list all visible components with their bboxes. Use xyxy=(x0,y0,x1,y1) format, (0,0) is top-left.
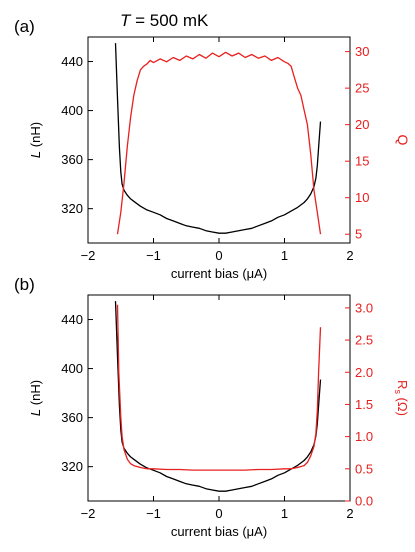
y-tick-label-left: 360 xyxy=(61,410,83,425)
x-tick-label: 2 xyxy=(346,506,353,521)
series-line-left xyxy=(114,301,322,492)
y-tick-label-right: 3.0 xyxy=(355,300,373,315)
x-tick-label: 1 xyxy=(281,506,288,521)
y-tick-label-right: 15 xyxy=(355,154,369,169)
y-tick-label-right: 1.5 xyxy=(355,397,373,412)
y-tick-label-left: 320 xyxy=(61,459,83,474)
y-tick-label-left: 440 xyxy=(61,54,83,69)
y-axis-label-left-b: L (nH) xyxy=(28,380,43,416)
x-tick-label: −1 xyxy=(146,506,161,521)
y-tick-label-right: 2.0 xyxy=(355,365,373,380)
y-ticks-right-a: 5 10 15 20 25 30 xyxy=(345,44,369,242)
y-axis-label-right-a: Q xyxy=(395,135,411,146)
series-line-right xyxy=(116,304,322,471)
x-tick-label: −2 xyxy=(81,248,96,263)
y-ticks-left-a: 320 360 400 440 xyxy=(61,54,93,216)
y-tick-label-right: 1.0 xyxy=(355,429,373,444)
x-tick-label: 0 xyxy=(215,248,222,263)
x-axis-label-b: current bias (μA) xyxy=(171,524,267,539)
y-axis-label-left-a: L (nH) xyxy=(28,122,43,158)
y-tick-label-left: 440 xyxy=(61,312,83,327)
x-ticks-b: −2 −1 0 1 2 xyxy=(81,295,354,521)
plot-frame-a xyxy=(87,36,351,244)
y-tick-label-right: 30 xyxy=(355,44,369,59)
y-tick-label-right: 2.5 xyxy=(355,333,373,348)
y-axis-label-right-b: Rs (Ω) xyxy=(393,380,410,416)
y-tick-label-left: 400 xyxy=(61,361,83,376)
series-group-a xyxy=(114,43,322,235)
y-tick-label-right: 5 xyxy=(355,227,362,242)
x-ticks-a: −2 −1 0 1 2 xyxy=(81,37,354,263)
series-line-right xyxy=(116,51,322,235)
series-line-left xyxy=(114,43,322,234)
y-tick-label-right: 20 xyxy=(355,117,369,132)
y-tick-label-right: 0.0 xyxy=(355,494,373,509)
y-tick-label-left: 400 xyxy=(61,103,83,118)
y-tick-label-right: 25 xyxy=(355,81,369,96)
x-tick-label: −2 xyxy=(81,506,96,521)
panel-b: (b) −2 −1 0 1 2 320 360 400 440 0.0 0.5 1.0 1.5 2.0… xyxy=(14,275,410,539)
x-tick-label: −1 xyxy=(146,248,161,263)
temperature-annotation: T = 500 mK xyxy=(120,11,209,30)
panel-a: (a) T = 500 mK −2 −1 0 1 2 320 360 400 440 5 10 1… xyxy=(14,11,411,281)
panel-label-a: (a) xyxy=(14,17,35,36)
series-group-b xyxy=(114,301,322,492)
x-tick-label: 2 xyxy=(346,248,353,263)
panel-label-b: (b) xyxy=(14,275,35,294)
x-tick-label: 1 xyxy=(281,248,288,263)
y-ticks-left-b: 320 360 400 440 xyxy=(61,312,93,474)
y-tick-label-right: 10 xyxy=(355,190,369,205)
y-tick-label-left: 320 xyxy=(61,201,83,216)
y-tick-label-right: 0.5 xyxy=(355,461,373,476)
y-tick-label-left: 360 xyxy=(61,152,83,167)
x-tick-label: 0 xyxy=(215,506,222,521)
y-ticks-right-b: 0.0 0.5 1.0 1.5 2.0 2.5 3.0 xyxy=(345,300,373,509)
x-axis-label-a: current bias (μA) xyxy=(171,266,267,281)
